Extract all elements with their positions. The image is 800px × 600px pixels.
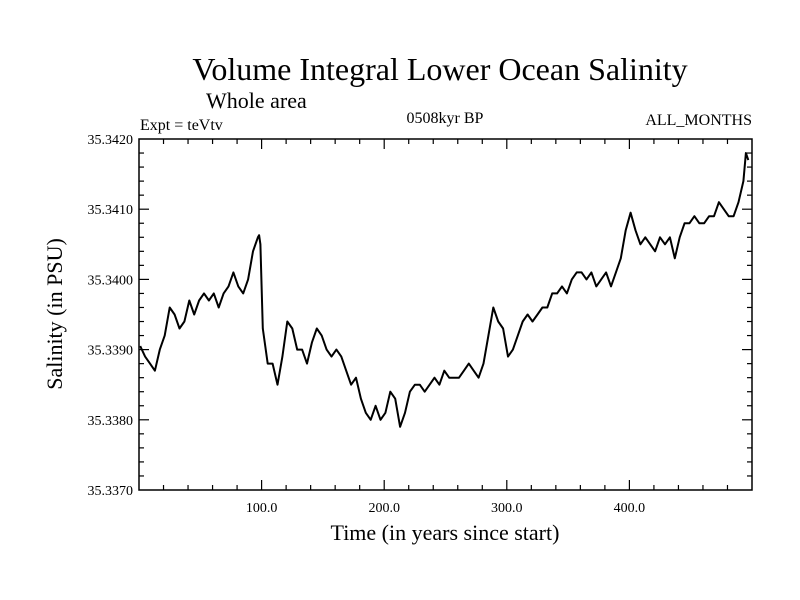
y-tick-label: 35.3410 bbox=[88, 203, 134, 218]
y-axis-label: Salinity (in PSU) bbox=[42, 238, 67, 390]
y-tick-label: 35.3380 bbox=[88, 414, 134, 429]
y-tick-label: 35.3400 bbox=[88, 273, 134, 288]
plot-frame bbox=[138, 138, 753, 491]
chart-title: Volume Integral Lower Ocean Salinity bbox=[192, 51, 687, 87]
x-tick-label: 100.0 bbox=[246, 501, 278, 516]
salinity-series-line bbox=[139, 152, 750, 428]
x-tick-label: 400.0 bbox=[614, 501, 646, 516]
x-tick-label: 300.0 bbox=[491, 501, 523, 516]
x-axis-label: Time (in years since start) bbox=[331, 520, 560, 545]
period-label: 0508kyr BP bbox=[407, 110, 484, 127]
y-tick-label: 35.3370 bbox=[88, 484, 134, 499]
months-label: ALL_MONTHS bbox=[645, 112, 752, 129]
experiment-label: Expt = teVtv bbox=[140, 117, 223, 134]
x-tick-label: 200.0 bbox=[368, 501, 400, 516]
y-tick-label: 35.3420 bbox=[88, 133, 134, 148]
chart-subtitle: Whole area bbox=[206, 88, 307, 113]
y-tick-label: 35.3390 bbox=[88, 344, 134, 359]
